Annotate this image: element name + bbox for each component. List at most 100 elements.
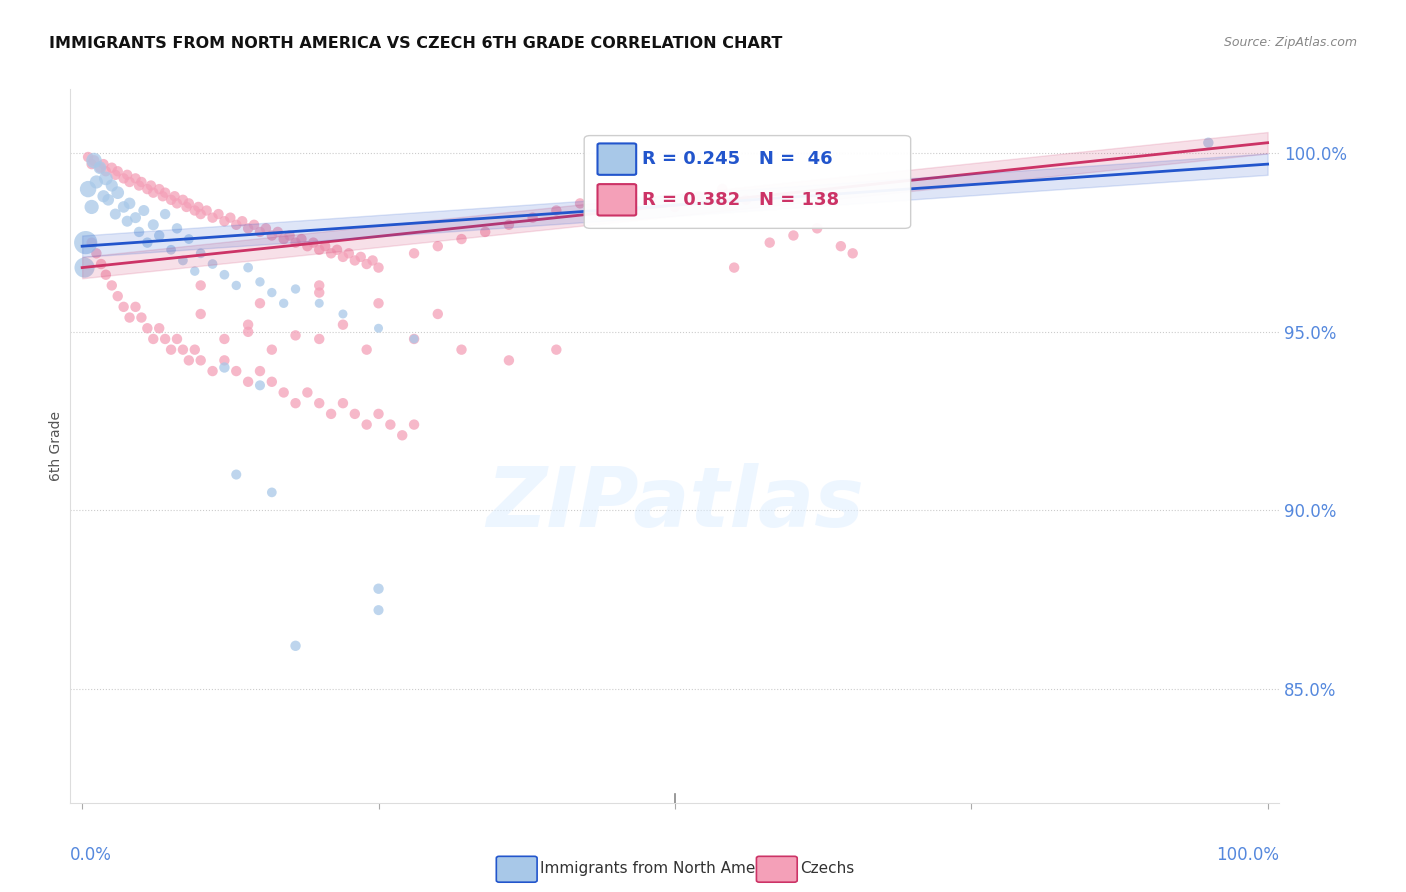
- Point: [94, 164, 117, 178]
- Point: [201, 364, 224, 378]
- Point: [93, 189, 115, 203]
- Point: [160, 193, 183, 207]
- Point: [569, 196, 592, 211]
- Point: [404, 332, 426, 346]
- Point: [236, 221, 259, 235]
- Point: [688, 189, 710, 203]
- Point: [73, 260, 96, 275]
- Point: [735, 193, 758, 207]
- Point: [187, 200, 209, 214]
- Point: [136, 235, 159, 250]
- Point: [118, 310, 141, 325]
- Point: [664, 200, 686, 214]
- Point: [86, 175, 108, 189]
- Point: [148, 182, 170, 196]
- Point: [160, 343, 183, 357]
- Point: [356, 343, 378, 357]
- Text: Source: ZipAtlas.com: Source: ZipAtlas.com: [1223, 36, 1357, 49]
- Point: [112, 300, 135, 314]
- Point: [94, 171, 117, 186]
- Point: [177, 353, 200, 368]
- Point: [77, 150, 100, 164]
- Point: [195, 203, 218, 218]
- Point: [112, 171, 135, 186]
- Point: [136, 182, 159, 196]
- Point: [356, 417, 378, 432]
- Point: [148, 228, 170, 243]
- Point: [356, 257, 378, 271]
- FancyBboxPatch shape: [585, 136, 911, 228]
- Point: [249, 296, 271, 310]
- Point: [260, 485, 283, 500]
- Point: [177, 232, 200, 246]
- Point: [104, 207, 127, 221]
- Point: [498, 218, 520, 232]
- Text: IMMIGRANTS FROM NORTH AMERICA VS CZECH 6TH GRADE CORRELATION CHART: IMMIGRANTS FROM NORTH AMERICA VS CZECH 6…: [49, 36, 783, 51]
- Point: [107, 289, 129, 303]
- Point: [118, 175, 141, 189]
- Point: [166, 221, 188, 235]
- Point: [302, 235, 325, 250]
- Text: Czechs: Czechs: [800, 862, 855, 876]
- Point: [616, 182, 638, 196]
- Point: [260, 228, 283, 243]
- Point: [101, 278, 124, 293]
- Point: [841, 246, 863, 260]
- Text: ZIPatlas: ZIPatlas: [486, 463, 863, 543]
- Point: [267, 225, 290, 239]
- Point: [190, 278, 212, 293]
- Point: [522, 211, 544, 225]
- Point: [112, 200, 135, 214]
- Point: [172, 343, 194, 357]
- Point: [184, 264, 207, 278]
- Point: [391, 428, 413, 442]
- Point: [214, 268, 236, 282]
- Point: [284, 328, 307, 343]
- Point: [361, 253, 384, 268]
- Point: [190, 207, 212, 221]
- Point: [80, 157, 103, 171]
- Point: [225, 467, 247, 482]
- Point: [236, 260, 259, 275]
- Point: [83, 153, 105, 168]
- Text: 100.0%: 100.0%: [1216, 846, 1279, 863]
- Point: [153, 186, 176, 200]
- Point: [236, 318, 259, 332]
- Point: [236, 375, 259, 389]
- Point: [782, 228, 804, 243]
- Point: [132, 203, 155, 218]
- Point: [830, 239, 852, 253]
- Point: [89, 161, 111, 175]
- Point: [176, 200, 198, 214]
- Point: [128, 178, 150, 193]
- Point: [426, 239, 449, 253]
- Point: [207, 207, 229, 221]
- Y-axis label: 6th Grade: 6th Grade: [49, 411, 63, 481]
- Point: [131, 175, 153, 189]
- Point: [201, 211, 224, 225]
- Point: [80, 200, 103, 214]
- Point: [350, 250, 373, 264]
- Point: [139, 178, 162, 193]
- Point: [367, 296, 389, 310]
- Point: [75, 235, 97, 250]
- Point: [284, 639, 307, 653]
- Point: [214, 214, 236, 228]
- Point: [243, 218, 266, 232]
- Point: [332, 307, 354, 321]
- Point: [160, 243, 183, 257]
- Point: [104, 168, 127, 182]
- Point: [131, 310, 153, 325]
- Point: [142, 332, 165, 346]
- Point: [474, 225, 496, 239]
- Point: [273, 232, 295, 246]
- Point: [219, 211, 242, 225]
- Point: [249, 364, 271, 378]
- Point: [214, 332, 236, 346]
- Point: [308, 278, 330, 293]
- Point: [1197, 136, 1219, 150]
- Point: [190, 307, 212, 321]
- Point: [107, 164, 129, 178]
- Point: [319, 246, 342, 260]
- Point: [273, 385, 295, 400]
